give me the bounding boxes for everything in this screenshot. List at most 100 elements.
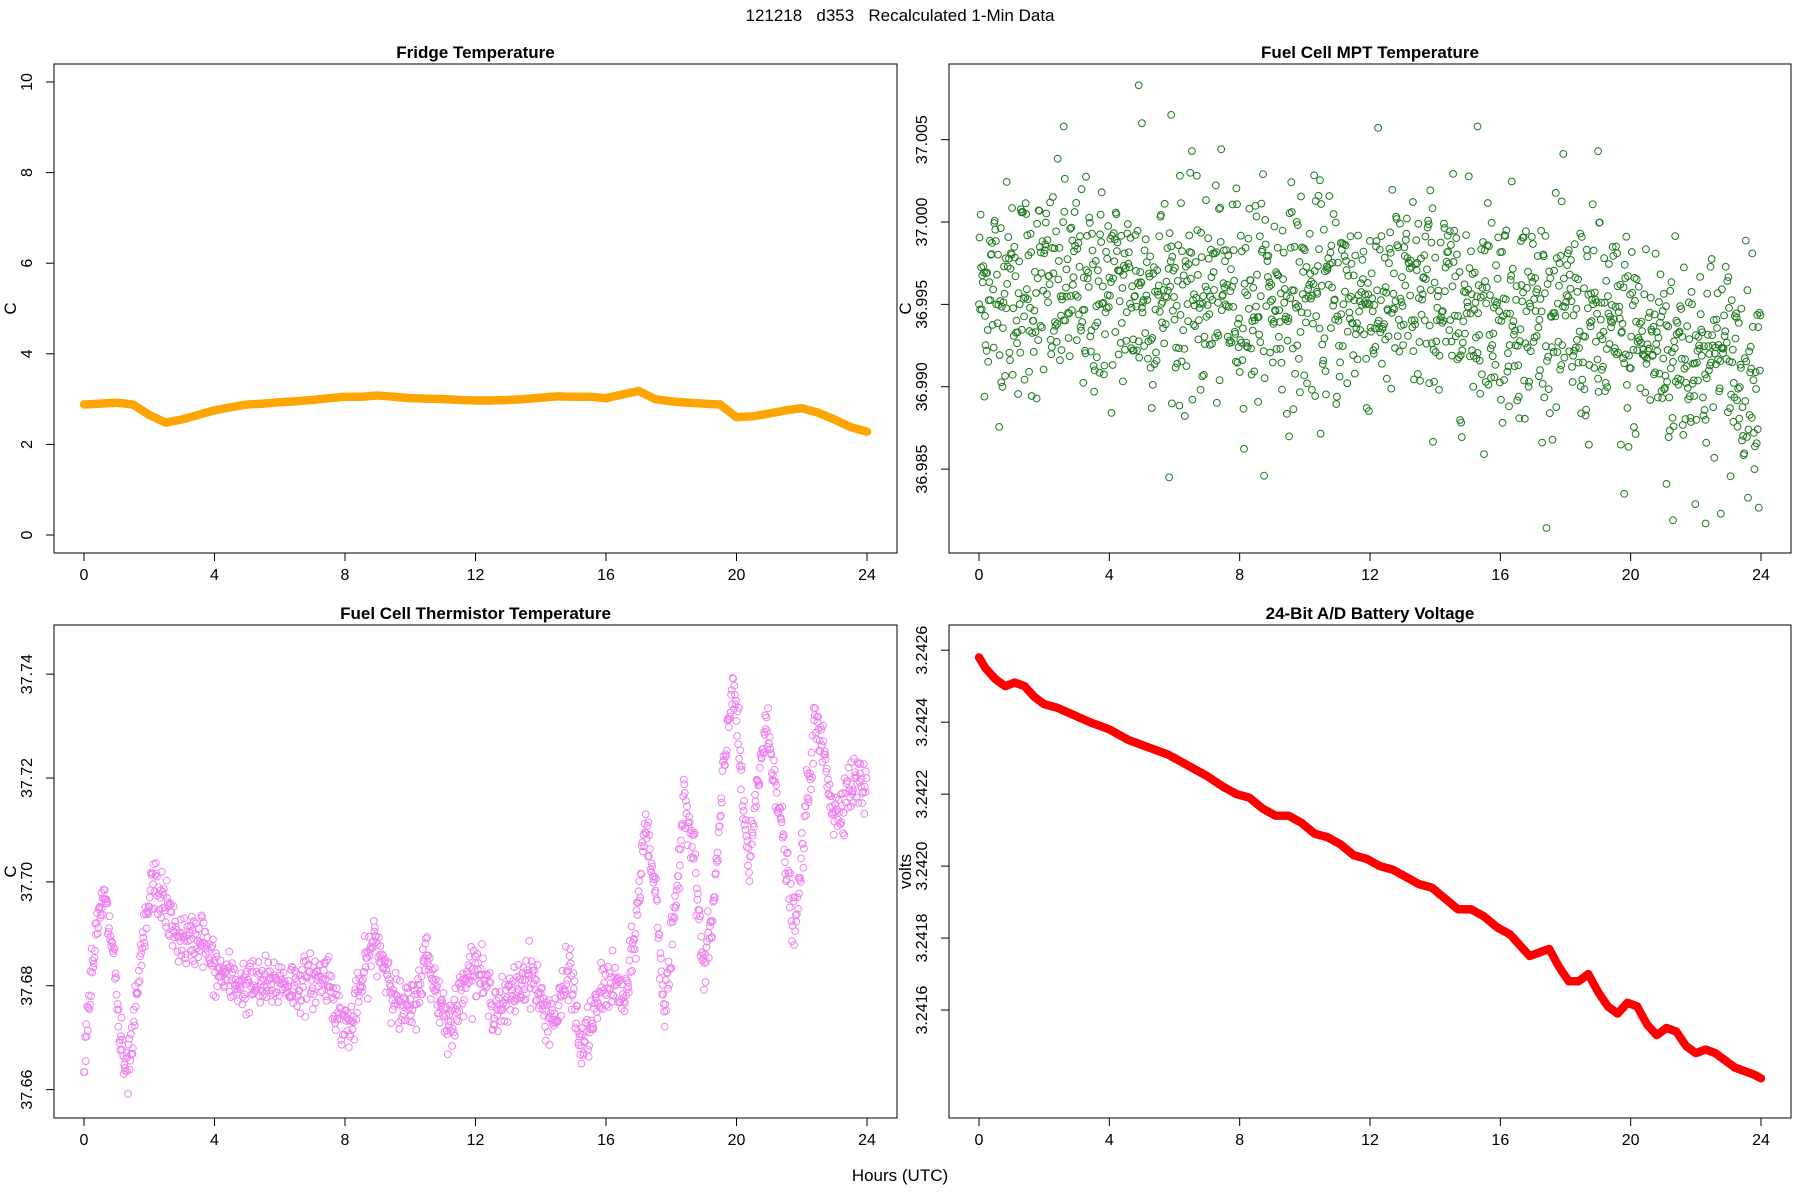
data-point (510, 963, 518, 971)
data-point (1168, 252, 1177, 261)
data-point (977, 305, 986, 314)
data-point (153, 891, 162, 900)
data-point (623, 978, 632, 987)
data-point (1246, 276, 1255, 285)
data-point (1743, 433, 1751, 441)
data-point (1535, 372, 1543, 381)
data-point (800, 812, 809, 821)
data-point (1494, 233, 1503, 242)
data-point (1293, 341, 1302, 350)
data-point (1356, 279, 1365, 288)
data-point (1478, 370, 1486, 379)
data-point (1077, 326, 1085, 335)
data-point (807, 748, 816, 757)
data-point (356, 982, 365, 991)
data-point (1096, 230, 1104, 239)
data-point (1195, 316, 1203, 325)
data-point (459, 969, 467, 978)
data-point (1006, 356, 1014, 365)
data-point (1085, 213, 1094, 222)
data-point (1053, 319, 1062, 328)
data-point (982, 346, 991, 355)
data-point (793, 893, 802, 902)
data-point (329, 983, 337, 992)
data-point (1582, 245, 1591, 254)
data-point (1444, 247, 1453, 256)
data-point (1159, 324, 1167, 333)
data-point (426, 970, 435, 979)
data-point (111, 975, 119, 983)
data-point (1663, 346, 1672, 354)
data-point (1273, 243, 1282, 252)
data-point (607, 990, 616, 999)
data-point (1239, 404, 1248, 413)
data-point (1598, 365, 1606, 374)
data-point (1646, 293, 1655, 302)
data-point (1443, 248, 1451, 257)
data-point (1712, 315, 1721, 324)
data-point (1513, 396, 1522, 405)
data-point (135, 977, 144, 986)
global-x-axis-label: Hours (UTC) (851, 1166, 949, 1185)
data-point (1709, 403, 1718, 412)
data-point (124, 1089, 132, 1098)
data-point (1153, 266, 1161, 275)
data-point (1579, 358, 1587, 367)
data-point (656, 949, 665, 957)
data-point (995, 351, 1004, 360)
data-point (157, 867, 166, 876)
data-point (1113, 238, 1122, 247)
data-point (1083, 274, 1092, 283)
data-point (1694, 333, 1703, 341)
data-point (1560, 274, 1568, 283)
data-point (1190, 301, 1199, 310)
data-point (1400, 252, 1409, 260)
data-point (1448, 282, 1457, 291)
data-point (1332, 400, 1341, 408)
data-point (1049, 193, 1057, 201)
data-point (1275, 306, 1284, 315)
y-tick-label: 37.74 (19, 654, 36, 694)
data-point (1412, 236, 1421, 245)
data-point (1315, 324, 1324, 333)
data-point (1359, 275, 1367, 283)
data-point (406, 995, 415, 1003)
data-point (1167, 399, 1176, 408)
data-point (457, 986, 466, 995)
data-point (1162, 277, 1171, 286)
data-point (1161, 320, 1170, 329)
data-point (1478, 283, 1487, 292)
data-point (609, 991, 618, 1000)
data-point (1665, 426, 1674, 435)
data-point (1257, 199, 1266, 208)
data-point (1401, 236, 1410, 244)
data-point (688, 843, 696, 851)
data-point (1416, 285, 1425, 294)
data-point (1002, 178, 1011, 186)
data-point (1686, 392, 1694, 401)
data-point (1756, 366, 1764, 375)
data-point (608, 946, 617, 955)
data-point (751, 790, 759, 799)
data-point (1346, 232, 1355, 241)
data-point (129, 1044, 137, 1053)
data-point (1173, 277, 1182, 285)
data-point (536, 989, 545, 998)
data-point (137, 949, 146, 958)
data-point (1687, 418, 1695, 426)
data-point (1186, 274, 1195, 283)
data-point (131, 1002, 140, 1011)
data-point (1719, 344, 1728, 353)
x-tick-label: 0 (80, 1132, 89, 1149)
data-point (211, 993, 220, 1001)
data-point (1241, 244, 1250, 252)
data-point (151, 871, 160, 880)
data-point (1696, 273, 1705, 281)
data-point (458, 999, 467, 1008)
data-point (748, 831, 757, 840)
data-point (1685, 335, 1694, 344)
data-point (668, 940, 677, 949)
data-point (1040, 246, 1049, 255)
data-point (1040, 249, 1049, 258)
